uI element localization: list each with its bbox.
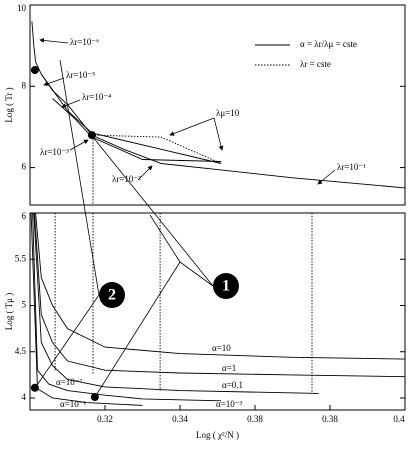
y-tick-label: 5.5 [15,253,27,263]
marker [30,66,39,75]
curve [52,98,222,162]
annotation: α=1 [222,363,236,373]
y-tick-label: 5 [22,300,27,310]
marker [30,383,39,392]
y-tick-label: 6 [22,211,27,221]
curve [32,212,222,402]
annotation: α=10⁻¹ [60,399,87,409]
y-tick-label: 10 [17,3,27,13]
callout-badge [213,273,239,299]
annotation: λr=10⁻¹ [337,162,366,172]
legend-label: λr = cste [300,59,331,69]
y-tick-label: 6 [22,162,27,172]
curve [30,212,143,406]
annotation: λr=10⁻⁵ [66,70,95,80]
y-tick-label: 4.5 [15,346,27,356]
arrows [34,38,336,398]
curve [35,212,406,360]
annotation: λr=10⁻⁴ [82,92,111,102]
annotation: λr=10⁻³ [40,147,69,157]
curve [33,212,319,394]
y-axis-title: Log ( Tr ) [4,87,14,122]
callout-number: 2 [108,287,116,304]
annotation: α=10⁻³ [216,399,243,409]
marker [87,131,96,140]
callout-number: 1 [222,278,230,295]
y-tick-label: 8 [22,80,27,90]
annotation: α=10 [212,343,231,353]
curve [31,21,406,189]
top-frame [29,4,406,206]
curve [34,212,406,378]
marker [90,393,99,402]
callout-badge [99,282,125,308]
y-tick-label: 4 [22,392,27,402]
y-axis-title: Log ( Tμ ) [4,293,14,330]
x-tick-label: 0.38 [322,414,338,424]
annotation: α=0.1 [222,380,243,390]
x-axis-title: Log ( χ²/N ) [196,430,239,440]
legend-label: α = λr/λμ = cste [300,39,357,49]
x-tick-label: 0.34 [172,414,188,424]
annotation: α=10⁻² [56,377,83,387]
x-tick-label: 0.32 [97,414,113,424]
annotation: λr=10⁻² [112,174,141,184]
curve [91,134,222,164]
bottom-frame [29,212,406,411]
annotation: λr=10⁻⁶ [70,37,99,47]
annotation: λμ=10 [216,108,240,118]
x-tick-label: 0.4 [393,414,405,424]
x-tick-label: 0.38 [247,414,263,424]
